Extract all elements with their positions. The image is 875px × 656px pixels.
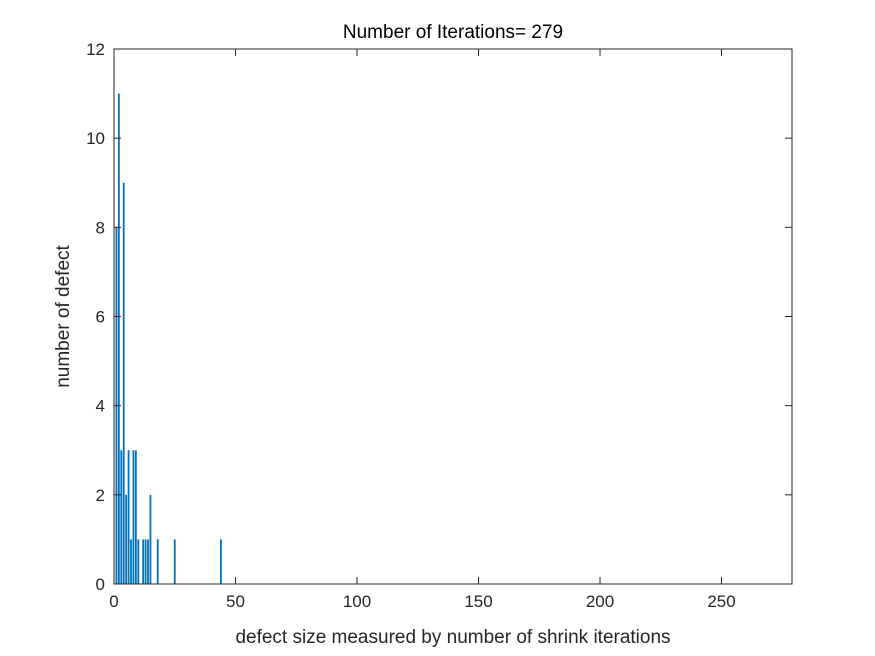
y-tick-label: 6 [96, 308, 105, 327]
bar [137, 539, 140, 584]
y-tick-label: 10 [86, 129, 105, 148]
bar [220, 539, 222, 584]
y-tick-label: 2 [96, 486, 105, 505]
bar [149, 494, 152, 584]
y-tick-label: 0 [96, 575, 105, 594]
x-tick-label: 50 [226, 592, 245, 611]
x-tick-label: 200 [586, 592, 614, 611]
bar [117, 93, 120, 584]
bar [130, 539, 132, 584]
y-axis-label: number of defect [53, 244, 74, 387]
bar [173, 539, 176, 584]
y-tick-label: 8 [96, 218, 105, 237]
bar [147, 539, 149, 584]
bar [156, 539, 159, 584]
bar [134, 450, 137, 584]
bar [132, 450, 135, 584]
bar [127, 450, 130, 584]
x-tick-label: 150 [464, 592, 492, 611]
plot-frame [113, 48, 793, 585]
x-tick-label: 250 [707, 592, 735, 611]
bar [125, 494, 128, 584]
bar [120, 450, 123, 584]
y-tick-label: 4 [96, 397, 105, 416]
x-tick-label: 0 [109, 592, 118, 611]
y-tick-label: 12 [86, 40, 105, 59]
bar [144, 539, 147, 584]
bar [142, 539, 145, 584]
x-axis-label: defect size measured by number of shrink… [235, 627, 670, 648]
ticks-layer: 0 50 100 150 200 250 0 2 4 6 8 10 12 [86, 40, 792, 611]
chart-title: Number of Iterations= 279 [343, 22, 563, 43]
bar [122, 182, 125, 584]
x-tick-label: 100 [343, 592, 371, 611]
plot-area [114, 49, 792, 584]
